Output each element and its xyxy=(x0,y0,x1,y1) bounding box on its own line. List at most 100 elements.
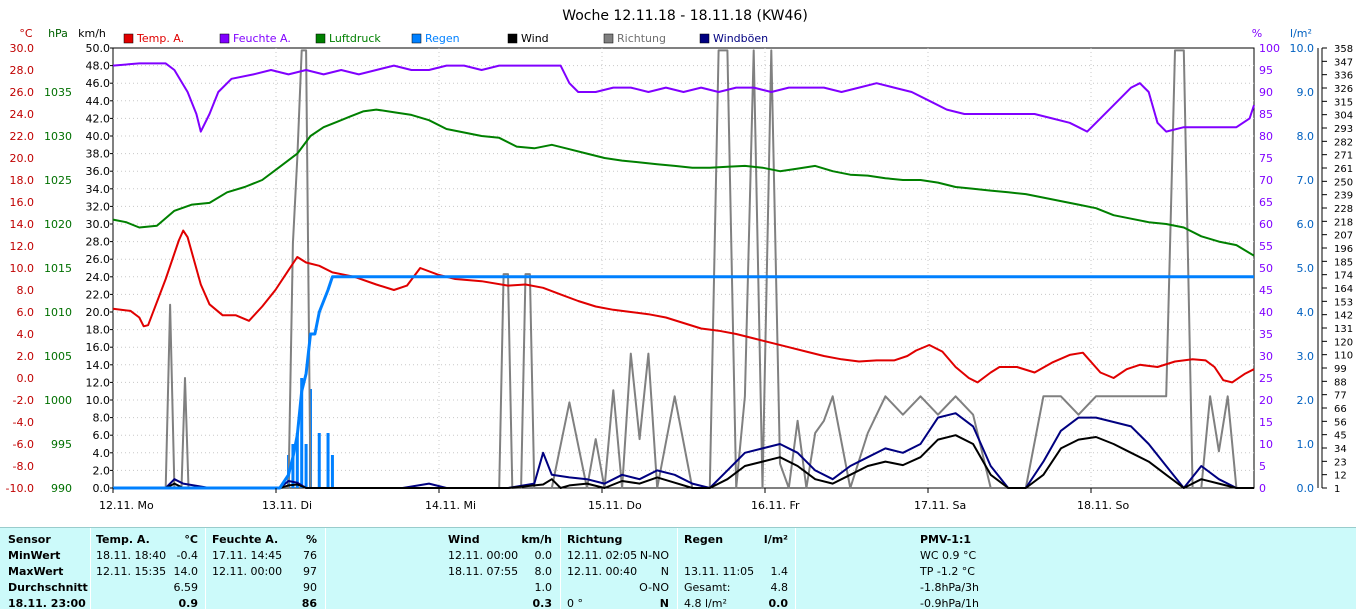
stats-temp-time: 12.11. 15:35 xyxy=(96,565,167,578)
direction-tick: 228 xyxy=(1334,204,1353,215)
stats-header-rain-unit: l/m² xyxy=(763,533,788,546)
direction-tick: 358 xyxy=(1334,44,1353,55)
rain-tick: 4.0 xyxy=(1297,306,1315,319)
wind-tick: 2.0 xyxy=(93,464,111,477)
stats-wind-val: 0.3 xyxy=(532,597,553,609)
stats-hum-val: 86 xyxy=(301,597,317,609)
stats-hum-val: 97 xyxy=(303,565,317,578)
humidity-tick: 65 xyxy=(1259,196,1273,209)
pressure-tick: 1005 xyxy=(44,350,72,363)
rain-unit-label: l/m² xyxy=(1290,27,1312,40)
direction-tick: 120 xyxy=(1334,337,1353,348)
legend-swatch xyxy=(603,33,614,44)
rain-bar xyxy=(291,444,295,488)
legend-swatch xyxy=(219,33,230,44)
temp-tick: 18.0 xyxy=(10,174,35,187)
rain-tick: 1.0 xyxy=(1297,438,1315,451)
humidity-tick: 25 xyxy=(1259,372,1273,385)
legend-label: Temp. A. xyxy=(136,32,184,45)
x-day-label: 18.11. So xyxy=(1077,499,1129,512)
stats-pmv: TP -1.2 °C xyxy=(920,565,975,578)
stats-header-hum-unit: % xyxy=(305,533,317,546)
temp-tick: 30.0 xyxy=(10,42,35,55)
temp-tick: 10.0 xyxy=(10,262,35,275)
direction-tick: 99 xyxy=(1334,364,1347,375)
stats-wind-val: 1.0 xyxy=(534,581,553,594)
direction-tick: 326 xyxy=(1334,84,1353,95)
stats-hum-val: 76 xyxy=(303,549,317,562)
direction-tick: 261 xyxy=(1334,164,1353,175)
rain-tick: 7.0 xyxy=(1297,174,1315,187)
stats-header-rain: Regen xyxy=(684,533,724,546)
stats-header-wind-unit: km/h xyxy=(521,533,552,546)
grid xyxy=(113,48,1254,488)
stats-temp-val: 0.9 xyxy=(178,597,199,609)
temp-tick: -8.0 xyxy=(13,460,34,473)
legend-swatch xyxy=(123,33,134,44)
stats-rain-val: 1.4 xyxy=(770,565,789,578)
temp-tick: -6.0 xyxy=(13,438,34,451)
direction-tick: 164 xyxy=(1334,284,1353,295)
series-line-feuchte-a- xyxy=(112,62,1255,133)
stats-rain-time: 4.8 l/m² xyxy=(684,597,727,609)
pressure-tick: 990 xyxy=(51,482,72,495)
rain-tick: 10.0 xyxy=(1290,42,1315,55)
legend-label: Luftdruck xyxy=(329,32,381,45)
wind-tick: 42.0 xyxy=(86,112,111,125)
direction-tick: 218 xyxy=(1334,217,1353,228)
series-line-wind xyxy=(113,434,1254,489)
humidity-tick: 15 xyxy=(1259,416,1273,429)
rain-tick: 8.0 xyxy=(1297,130,1315,143)
x-axis: 12.11. Mo 13.11. Di 14.11. Mi 15.11. Do 16.1… xyxy=(99,488,1129,512)
series-line-luftdruck xyxy=(112,108,1255,257)
humidity-tick: 30 xyxy=(1259,350,1273,363)
humidity-tick: 40 xyxy=(1259,306,1273,319)
wind-tick: 10.0 xyxy=(86,394,111,407)
humidity-tick: 95 xyxy=(1259,64,1273,77)
direction-tick: 347 xyxy=(1334,57,1353,68)
wind-tick: 4.0 xyxy=(93,447,111,460)
stats-label: Durchschnitt xyxy=(8,581,88,594)
direction-tick: 315 xyxy=(1334,97,1353,108)
direction-tick: 207 xyxy=(1334,231,1353,242)
stats-temp-val: 6.59 xyxy=(173,581,199,594)
legend-label: Windböen xyxy=(713,32,768,45)
direction-tick: 110 xyxy=(1334,351,1353,362)
stats-label: MaxWert xyxy=(8,565,64,578)
wind-tick: 0.0 xyxy=(93,482,111,495)
stats-dir-val: N-NO xyxy=(639,549,669,562)
pressure-tick: 995 xyxy=(51,438,72,451)
stats-wind-val: 0.0 xyxy=(534,549,553,562)
humidity-tick: 60 xyxy=(1259,218,1273,231)
weather-chart: Woche 12.11.18 - 18.11.18 (KW46) Temp. A… xyxy=(6,8,1354,512)
direction-tick: 1 xyxy=(1334,484,1340,495)
legend-swatch xyxy=(699,33,710,44)
rain-bar xyxy=(300,378,304,488)
press-unit-label: hPa xyxy=(48,27,68,40)
stats-dir-val: N xyxy=(660,565,669,578)
legend-label: Regen xyxy=(425,32,460,45)
stats-rain-val: 4.8 xyxy=(770,581,789,594)
temp-unit-label: °C xyxy=(19,27,33,40)
rain-tick: 6.0 xyxy=(1297,218,1315,231)
legend-swatch xyxy=(411,33,422,44)
x-day-label: 17.11. Sa xyxy=(914,499,966,512)
humidity-tick: 5 xyxy=(1259,460,1266,473)
wind-tick: 14.0 xyxy=(86,359,111,372)
rain-bar xyxy=(304,444,308,488)
stats-temp-val: 14.0 xyxy=(173,565,199,578)
direction-tick: 250 xyxy=(1334,177,1353,188)
stats-label: 18.11. 23:00 xyxy=(8,597,86,609)
direction-tick: 56 xyxy=(1334,417,1347,428)
rain-tick: 2.0 xyxy=(1297,394,1315,407)
direction-tick: 66 xyxy=(1334,404,1347,415)
direction-tick: 88 xyxy=(1334,377,1347,388)
plot-area xyxy=(112,47,1255,489)
temp-tick: 8.0 xyxy=(17,284,35,297)
stats-dir-time: 0 ° xyxy=(567,597,583,609)
direction-tick: 336 xyxy=(1334,71,1353,82)
rain-bar xyxy=(330,455,334,488)
pressure-tick: 1025 xyxy=(44,174,72,187)
pressure-tick: 1015 xyxy=(44,262,72,275)
temp-tick: 26.0 xyxy=(10,86,35,99)
